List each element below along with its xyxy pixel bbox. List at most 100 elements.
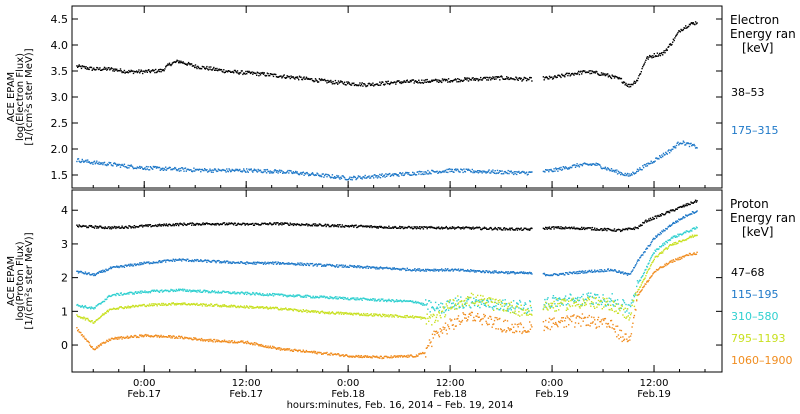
data-point: [624, 302, 625, 303]
data-point: [374, 315, 375, 316]
data-point: [582, 270, 583, 271]
data-point: [630, 86, 631, 87]
data-point: [336, 82, 337, 83]
data-point: [444, 79, 445, 80]
data-point: [664, 154, 665, 155]
data-point: [509, 79, 510, 80]
data-point: [248, 308, 249, 309]
data-point: [264, 171, 265, 172]
data-point: [567, 309, 568, 310]
data-point: [227, 261, 228, 262]
data-point: [226, 223, 227, 224]
data-point: [380, 300, 381, 301]
data-point: [252, 74, 253, 75]
data-point: [349, 177, 350, 178]
data-point: [211, 304, 212, 305]
data-point: [590, 227, 591, 228]
data-point: [453, 227, 454, 228]
data-point: [254, 294, 255, 295]
data-point: [303, 297, 304, 298]
data-point: [97, 347, 98, 348]
data-point: [674, 235, 675, 236]
data-point: [485, 305, 486, 306]
data-point: [674, 244, 675, 245]
data-point: [549, 306, 550, 307]
data-point: [489, 271, 490, 272]
data-point: [260, 74, 261, 75]
data-point: [186, 291, 187, 292]
data-point: [642, 254, 643, 255]
data-point: [349, 299, 350, 300]
data-point: [517, 229, 518, 230]
data-point: [590, 163, 591, 164]
data-point: [131, 306, 132, 307]
data-point: [420, 82, 421, 83]
data-point: [190, 169, 191, 170]
data-point: [597, 294, 598, 295]
data-point: [115, 228, 116, 229]
data-point: [561, 228, 562, 229]
data-point: [147, 166, 148, 167]
data-point: [199, 260, 200, 261]
data-point: [501, 173, 502, 174]
data-point: [569, 298, 570, 299]
data-point: [632, 269, 633, 270]
data-point: [508, 173, 509, 174]
data-point: [108, 226, 109, 227]
data-point: [259, 73, 260, 74]
data-point: [402, 172, 403, 173]
data-point: [221, 69, 222, 70]
data-point: [564, 76, 565, 77]
data-point: [155, 166, 156, 167]
data-point: [695, 228, 696, 229]
data-point: [176, 304, 177, 305]
data-point: [510, 312, 511, 313]
data-point: [492, 307, 493, 308]
data-point: [611, 308, 612, 309]
data-point: [228, 224, 229, 225]
data-point: [642, 66, 643, 67]
data-point: [313, 312, 314, 313]
data-point: [468, 297, 469, 298]
data-point: [427, 170, 428, 171]
data-point: [339, 177, 340, 178]
data-point: [184, 302, 185, 303]
data-point: [686, 203, 687, 204]
data-point: [482, 79, 483, 80]
data-point: [290, 170, 291, 171]
data-point: [654, 53, 655, 54]
data-point: [505, 171, 506, 172]
data-point: [643, 167, 644, 168]
data-point: [497, 308, 498, 309]
data-point: [257, 171, 258, 172]
data-point: [161, 289, 162, 290]
data-point: [293, 310, 294, 311]
data-point: [253, 262, 254, 263]
data-point: [206, 262, 207, 263]
data-point: [124, 227, 125, 228]
data-point: [128, 292, 129, 293]
data-point: [420, 174, 421, 175]
data-point: [579, 273, 580, 274]
data-point: [465, 304, 466, 305]
y-tick-label: 2.5: [51, 117, 69, 130]
data-point: [583, 271, 584, 272]
data-point: [601, 300, 602, 301]
data-point: [91, 67, 92, 68]
data-point: [441, 268, 442, 269]
data-point: [375, 226, 376, 227]
data-point: [292, 223, 293, 224]
data-point: [262, 72, 263, 73]
data-point: [657, 53, 658, 54]
data-point: [658, 248, 659, 249]
data-point: [589, 296, 590, 297]
data-point: [407, 174, 408, 175]
data-point: [548, 171, 549, 172]
data-point: [618, 308, 619, 309]
data-point: [592, 304, 593, 305]
data-point: [631, 312, 632, 313]
data-point: [426, 304, 427, 305]
data-point: [345, 312, 346, 313]
data-point: [512, 312, 513, 313]
data-point: [560, 228, 561, 229]
